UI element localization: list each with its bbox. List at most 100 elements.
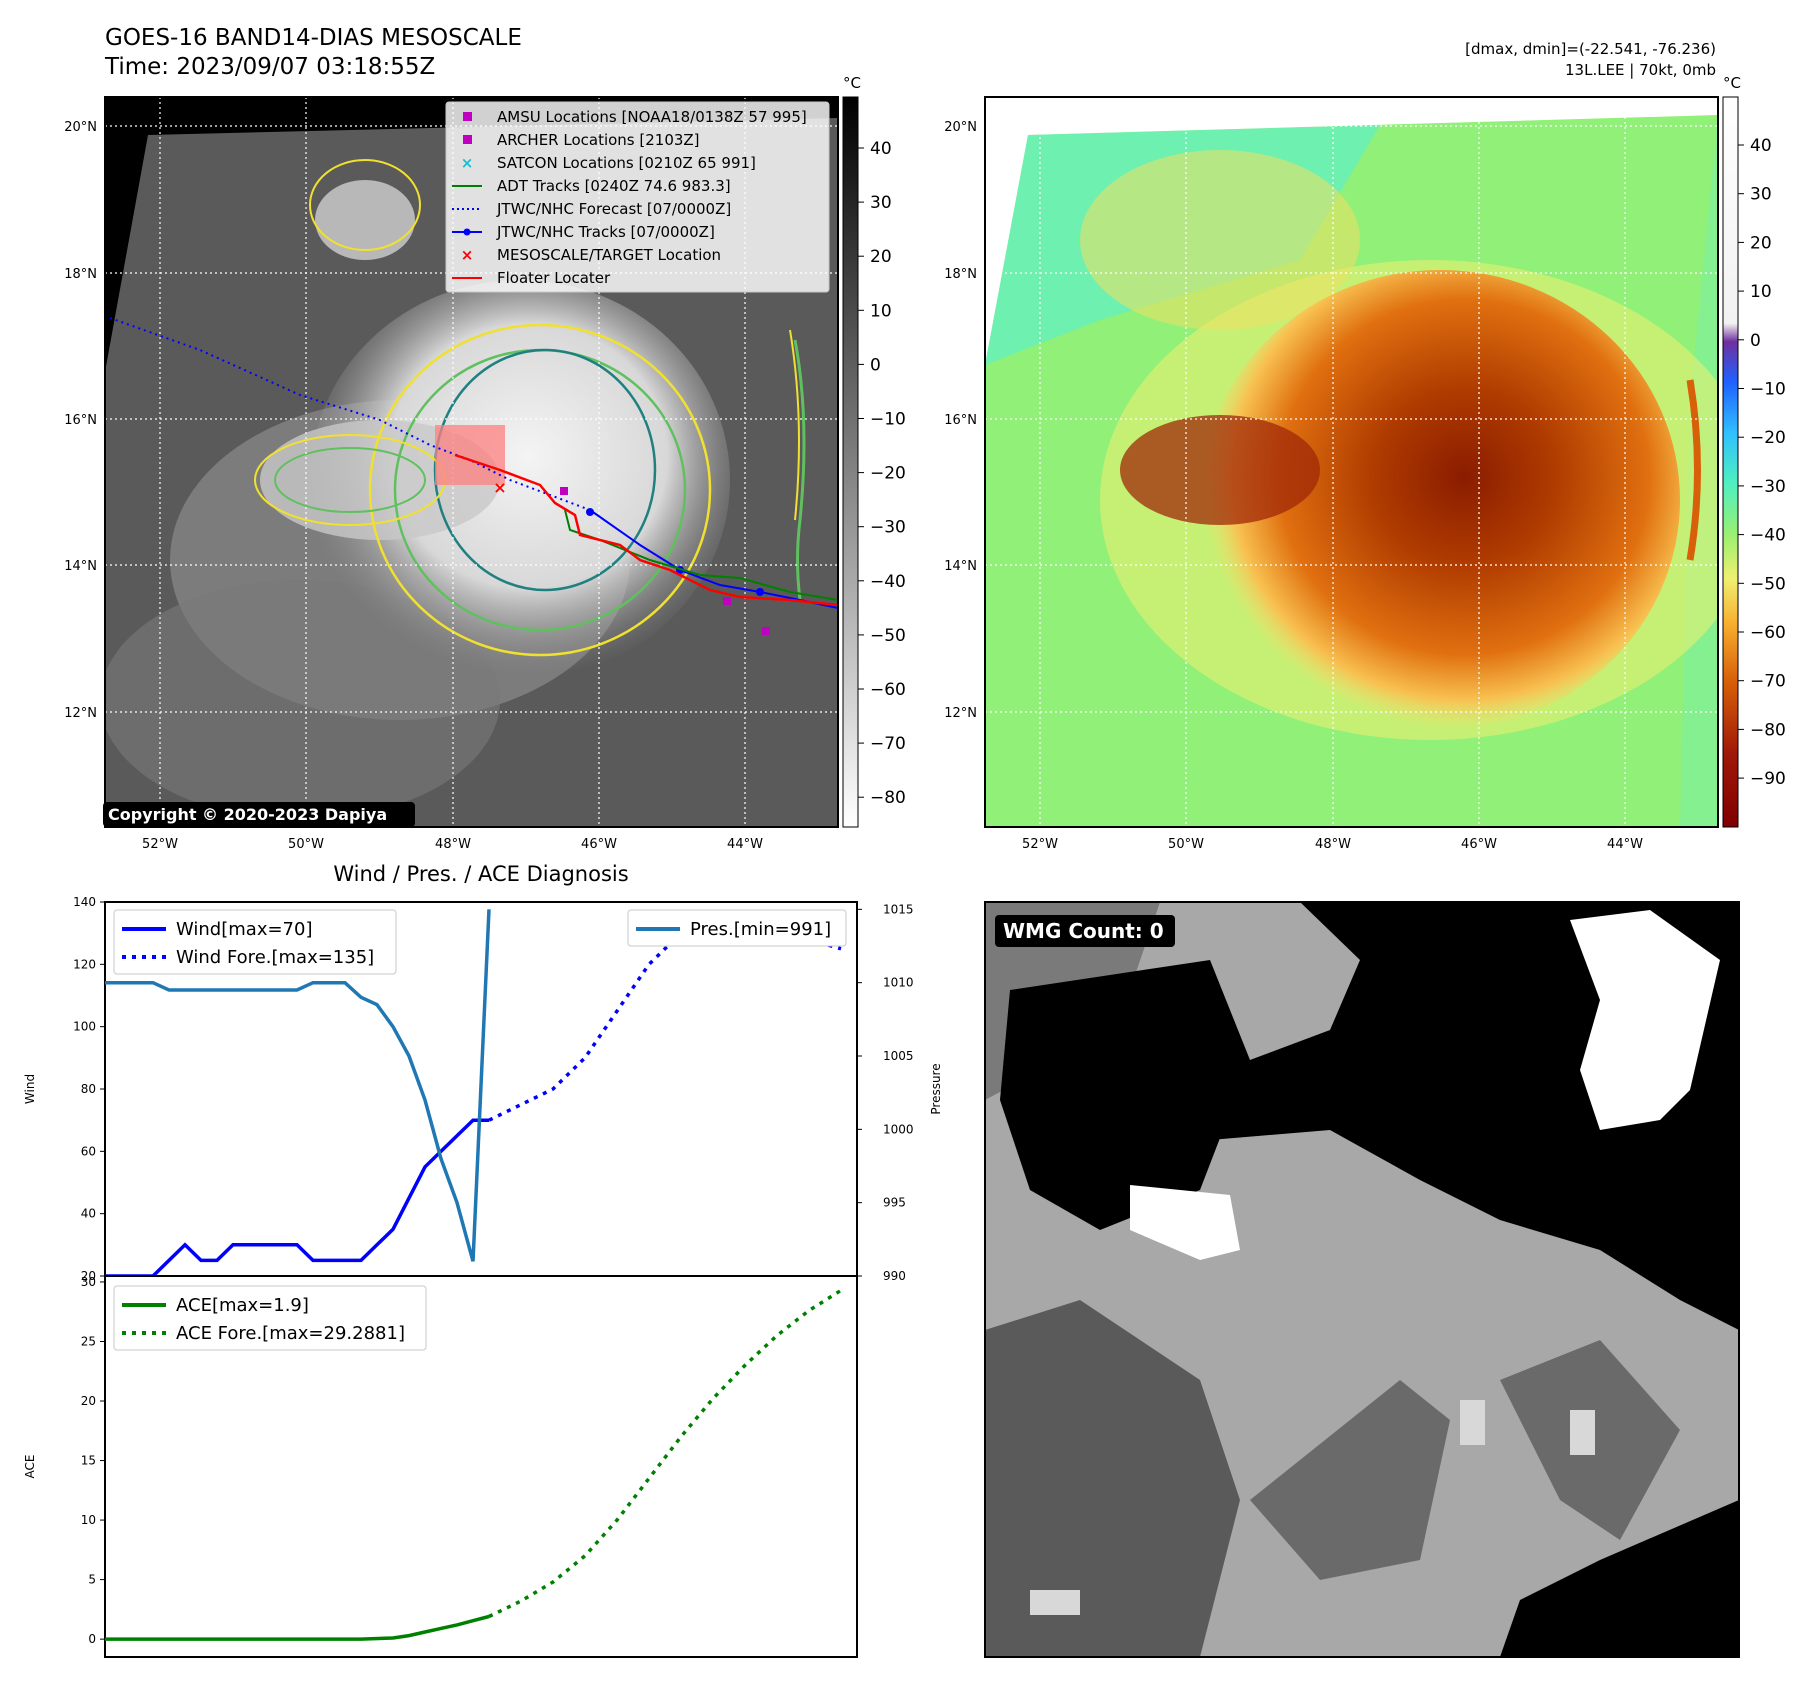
- y2-tick-label: 1015: [883, 902, 914, 916]
- legend-x-marker: ×: [461, 246, 474, 264]
- lon-tick-label: 46°W: [581, 837, 617, 852]
- figure-title: GOES-16 BAND14-DIAS MESOSCALE: [105, 25, 522, 51]
- y-tick-label: 20: [81, 1269, 96, 1283]
- legend-entry: JTWC/NHC Tracks [07/0000Z]: [452, 223, 715, 241]
- figure-time: Time: 2023/09/07 03:18:55Z: [104, 54, 435, 80]
- series-line: [488, 1288, 842, 1619]
- lon-tick-label: 52°W: [1022, 837, 1058, 852]
- lat-tick-label: 14°N: [64, 559, 97, 574]
- map-legend: AMSU Locations [NOAA18/0138Z 57 995] ARCH…: [445, 101, 830, 293]
- legend-label: SATCON Locations [0210Z 65 991]: [497, 154, 756, 172]
- legend-label: AMSU Locations [NOAA18/0138Z 57 995]: [497, 108, 807, 126]
- chart-legend-label: Wind[max=70]: [176, 919, 313, 940]
- colorbar-tick-label: −20: [1750, 428, 1786, 448]
- lat-tick-label: 16°N: [944, 413, 977, 428]
- floater-track: [454, 453, 838, 607]
- colorbar-tick-label: 10: [870, 301, 892, 321]
- copyright-label: Copyright © 2020-2023 Dapiya: [108, 805, 387, 824]
- contour-yellow: [368, 323, 712, 657]
- ir-satellite-panel: × AMSU Locations [NOAA18/0138Z 57 995] AR…: [103, 96, 839, 828]
- enhanced-gridlines: [985, 97, 1718, 827]
- colorbar-tick-label: 30: [870, 193, 892, 213]
- map-axis-labels: 52°W 50°W 48°W 46°W 44°W 20°N 18°N 16°N 14°N 12°N…: [64, 120, 1643, 852]
- y-axis-label: ACE: [23, 1455, 37, 1479]
- colorbar-tick-label: −40: [1750, 526, 1786, 546]
- y-tick-label: 60: [81, 1144, 96, 1158]
- colorbar-tick-label: 0: [870, 355, 881, 375]
- y2-tick-label: 1005: [883, 1049, 914, 1063]
- legend-entry: ARCHER Locations [2103Z]: [463, 131, 700, 149]
- lat-tick-label: 12°N: [944, 706, 977, 721]
- colorbar-tick-label: 40: [1750, 136, 1772, 156]
- lat-tick-label: 12°N: [64, 706, 97, 721]
- y-tick-label: 100: [73, 1020, 96, 1034]
- lon-tick-label: 52°W: [142, 837, 178, 852]
- ace-chart: 0 5 10 15 20 25 30 ACE ACE[max=1.9] ACE Fore.[max…: [23, 1275, 858, 1658]
- wmg-panel: WMG Count: 0: [984, 901, 1740, 1658]
- lon-tick-label: 44°W: [1607, 837, 1643, 852]
- y-tick-label: 120: [73, 957, 96, 971]
- lat-tick-label: 20°N: [64, 120, 97, 135]
- colorbar-tick-label: −90: [1750, 769, 1786, 789]
- chart-legend: Wind[max=70] Wind Fore.[max=135]: [113, 909, 397, 975]
- chart-legend: ACE[max=1.9] ACE Fore.[max=29.2881]: [113, 1285, 427, 1351]
- series-line: [105, 1118, 489, 1276]
- series-line: [105, 1614, 490, 1641]
- y-tick-label: 140: [73, 895, 96, 909]
- legend-label: ARCHER Locations [2103Z]: [497, 131, 700, 149]
- series-line: [105, 909, 491, 1262]
- colorbar-tick-label: −70: [1750, 672, 1786, 692]
- y-tick-label: 25: [81, 1334, 96, 1348]
- chart-legend: Pres.[min=991]: [627, 909, 847, 947]
- colorbar-tick-label: 40: [870, 139, 892, 159]
- colorbar-tick-label: 0: [1750, 331, 1761, 351]
- colorbar-tick-label: −60: [1750, 623, 1786, 643]
- colorbar-tick-label: 10: [1750, 282, 1772, 302]
- y-tick-label: 20: [81, 1394, 96, 1408]
- lat-tick-label: 16°N: [64, 413, 97, 428]
- colorbar-tick-label: 20: [1750, 233, 1772, 253]
- legend-entry: Floater Locater: [452, 269, 611, 287]
- legend-label: MESOSCALE/TARGET Location: [497, 246, 721, 264]
- lon-tick-label: 50°W: [288, 837, 324, 852]
- colorbar-tick-label: −80: [1750, 720, 1786, 740]
- floater-box: [435, 425, 505, 485]
- colorbar-tick-label: −50: [1750, 574, 1786, 594]
- colorbar-tick-label: −50: [870, 626, 906, 646]
- y-tick-label: 40: [81, 1207, 96, 1221]
- y-tick-label: 15: [81, 1454, 96, 1468]
- chart-legend-label: ACE Fore.[max=29.2881]: [176, 1323, 405, 1344]
- storm-info: 13L.LEE | 70kt, 0mb: [1565, 61, 1716, 79]
- colorbar-tick-label: −10: [870, 410, 906, 430]
- y-tick-label: 10: [81, 1513, 96, 1527]
- y-tick-label: 5: [88, 1573, 96, 1587]
- y-tick-label: 80: [81, 1082, 96, 1096]
- y2-tick-label: 1000: [883, 1122, 914, 1136]
- enhanced-ir-panel: [984, 96, 1719, 828]
- legend-label: JTWC/NHC Forecast [07/0000Z]: [496, 200, 731, 218]
- ir-colorbar: °C 40 30 20 10 0 −10 −20 −30 −40 −50 −60 −70 −80: [842, 74, 906, 828]
- legend-square-marker: [463, 112, 472, 121]
- colorbar-tick-label: −30: [1750, 477, 1786, 497]
- legend-label: JTWC/NHC Tracks [07/0000Z]: [496, 223, 715, 241]
- legend-entry: × SATCON Locations [0210Z 65 991]: [461, 154, 756, 172]
- diagnosis-title: Wind / Pres. / ACE Diagnosis: [333, 862, 628, 886]
- legend-square-marker: [463, 135, 472, 144]
- lon-tick-label: 48°W: [1315, 837, 1351, 852]
- lon-tick-label: 48°W: [435, 837, 471, 852]
- colorbar-tick-label: −40: [870, 572, 906, 592]
- enhanced-colorbar-unit: °C: [1723, 74, 1741, 92]
- lon-tick-label: 50°W: [1168, 837, 1204, 852]
- legend-x-marker: ×: [461, 154, 474, 172]
- lon-tick-label: 46°W: [1461, 837, 1497, 852]
- colorbar-tick-label: −10: [1750, 380, 1786, 400]
- lat-tick-label: 18°N: [944, 267, 977, 282]
- legend-dot-marker: [463, 228, 471, 236]
- chart-legend-label: ACE[max=1.9]: [176, 1295, 309, 1316]
- colorbar-tick-label: −60: [870, 680, 906, 700]
- amsu-archer-markers: [560, 487, 770, 635]
- wind-pressure-chart: 20 40 60 80 100 120 140 Wind 990 995 1000 1005 1010 1…: [23, 895, 943, 1283]
- colorbar-tick-label: 30: [1750, 185, 1772, 205]
- enhanced-storm-core: [1200, 270, 1680, 730]
